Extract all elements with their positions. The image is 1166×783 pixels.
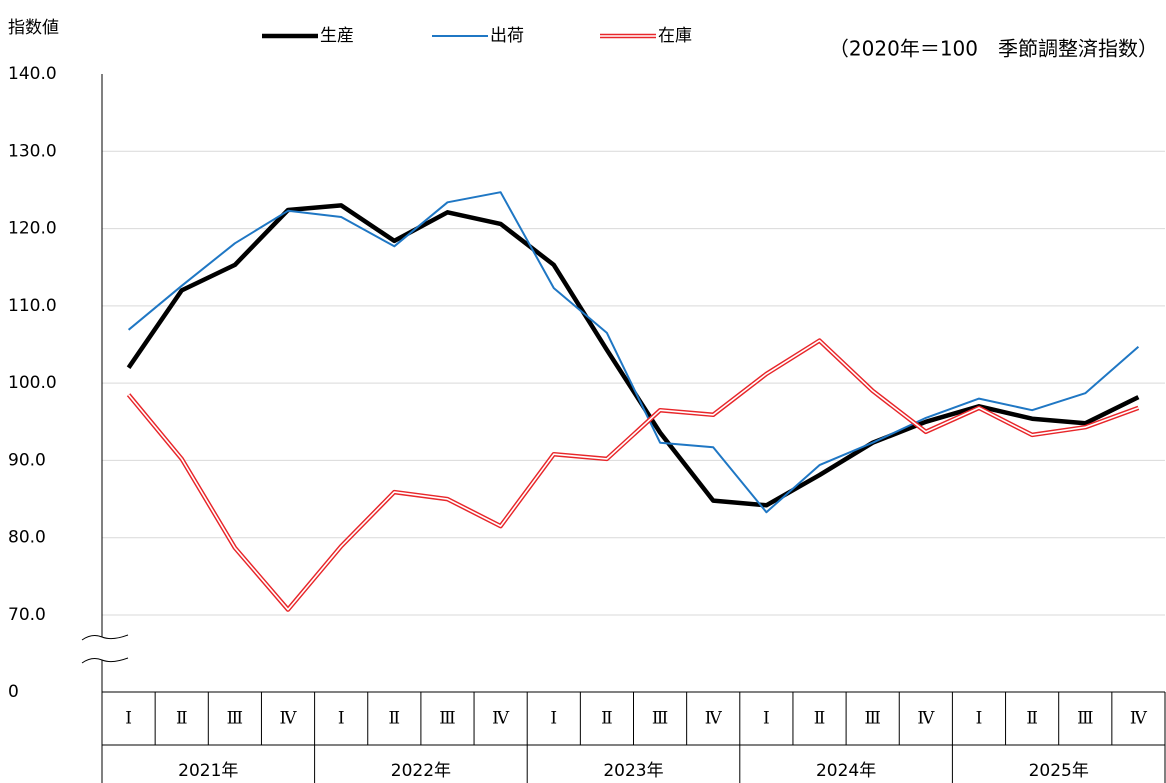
x-tick-label: Ⅱ [1026, 709, 1038, 729]
y-tick-label: 80.0 [8, 528, 46, 548]
legend-label: 出荷 [490, 26, 524, 46]
axis-break [81, 634, 129, 641]
x-group-label: 2025年 [1029, 761, 1089, 781]
legend-label: 在庫 [658, 26, 692, 46]
series-line [126, 203, 1140, 508]
annotation: （2020年＝100 季節調整済指数） [829, 37, 1158, 61]
x-tick-label: Ⅰ [550, 709, 557, 729]
x-tick-label: Ⅰ [338, 709, 345, 729]
x-tick-label: Ⅳ [492, 709, 510, 729]
x-tick-label: Ⅲ [652, 709, 668, 729]
y-tick-label: 70.0 [8, 605, 46, 625]
series-line-inner [127, 339, 1139, 611]
x-tick-label: Ⅲ [1077, 709, 1093, 729]
y-tick-label: 120.0 [8, 219, 57, 239]
y-tick-label: 140.0 [8, 64, 57, 84]
y-tick-label: 110.0 [8, 296, 57, 316]
x-tick-label: Ⅱ [389, 709, 401, 729]
series-line [126, 338, 1140, 612]
x-tick-label: Ⅲ [439, 709, 455, 729]
x-group-label: 2023年 [603, 761, 663, 781]
x-tick-label: Ⅲ [864, 709, 880, 729]
x-tick-label: Ⅳ [1130, 709, 1148, 729]
x-group-label: 2024年 [816, 761, 876, 781]
x-group-label: 2021年 [178, 761, 238, 781]
y-tick-label: 130.0 [8, 141, 57, 161]
x-tick-label: Ⅳ [917, 709, 935, 729]
legend-label: 生産 [320, 26, 354, 46]
y-tick-label: 0 [8, 682, 19, 702]
x-tick-label: Ⅰ [125, 709, 132, 729]
x-tick-label: Ⅲ [227, 709, 243, 729]
x-tick-label: Ⅰ [976, 709, 983, 729]
x-tick-label: Ⅱ [601, 709, 613, 729]
y-tick-label: 100.0 [8, 373, 57, 393]
x-tick-label: Ⅰ [763, 709, 770, 729]
axis-break [81, 657, 129, 664]
y-axis-label: 指数値 [8, 18, 59, 38]
y-tick-label: 90.0 [8, 450, 46, 470]
x-tick-label: Ⅱ [176, 709, 188, 729]
series-line [127, 191, 1140, 514]
x-group-label: 2022年 [391, 761, 451, 781]
x-tick-label: Ⅳ [280, 709, 298, 729]
x-tick-label: Ⅳ [705, 709, 723, 729]
x-tick-label: Ⅱ [814, 709, 826, 729]
